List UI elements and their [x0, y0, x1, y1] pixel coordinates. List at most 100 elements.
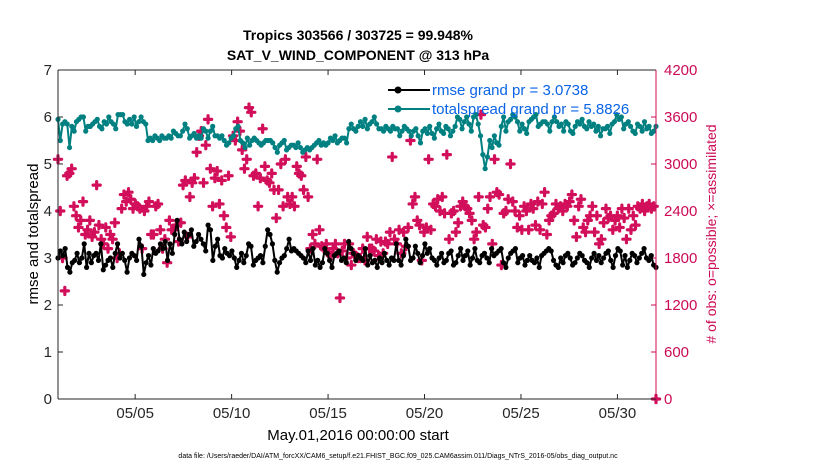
rmse-point [269, 241, 276, 247]
rmse-point [200, 241, 206, 247]
totalspread-point [466, 121, 472, 127]
totalspread-point [551, 114, 558, 120]
rmse-point [500, 260, 507, 266]
totalspread-point [374, 121, 380, 127]
totalspread-point [646, 123, 652, 129]
rmse-point [219, 255, 225, 261]
obs-count-point [493, 189, 505, 200]
rmse-point [114, 241, 121, 247]
rmse-point [489, 246, 495, 252]
totalspread-point [517, 128, 523, 134]
totalspread-point [422, 126, 428, 132]
rmse-point [524, 257, 530, 263]
obs-count-point [200, 140, 211, 151]
totalspread-point [498, 123, 504, 129]
rmse-point [236, 257, 242, 263]
rmse-point [262, 243, 268, 249]
obs-count-point [505, 158, 516, 170]
totalspread-point [297, 144, 304, 151]
rmse-point [455, 253, 461, 259]
rmse-point [550, 257, 557, 263]
totalspread-point [434, 126, 440, 132]
obs-count-point [507, 196, 518, 207]
rmse-point [574, 255, 580, 261]
obs-count-point [473, 191, 484, 203]
rmse-point [348, 246, 354, 252]
totalspread-point [156, 137, 163, 144]
totalspread-point [210, 123, 216, 129]
totalspread-point [450, 128, 456, 134]
totalspread-point [219, 133, 225, 139]
rmse-point [126, 255, 133, 261]
totalspread-point [464, 114, 470, 120]
rmse-point [391, 257, 397, 263]
rmse-point [503, 264, 509, 270]
obs-count-point [523, 224, 534, 235]
obs-count-point [571, 231, 582, 243]
totalspread-point [242, 144, 248, 151]
obs-count-point [264, 177, 275, 188]
totalspread-point [565, 121, 571, 127]
rmse-point [284, 246, 290, 252]
rmse-point [131, 253, 137, 259]
rmse-point [207, 227, 214, 233]
rmse-point [212, 243, 218, 249]
rmse-point [327, 257, 333, 263]
rmse-point [608, 257, 614, 263]
obs-count-point [573, 201, 584, 212]
rmse-point [384, 257, 390, 263]
rmse-point [229, 248, 235, 254]
totalspread-point [468, 128, 474, 134]
chart-title: Tropics 303566 / 303725 = 99.948% [243, 27, 474, 43]
totalspread-point [316, 137, 322, 144]
y-right-tick-label: 1800 [664, 250, 697, 267]
totalspread-point [143, 121, 149, 127]
obs-count-point [623, 203, 634, 214]
obs-count-point [250, 168, 262, 179]
rmse-point [300, 255, 306, 261]
totalspread-point [120, 112, 126, 118]
rmse-point [512, 246, 519, 252]
x-tick-label: 05/15 [309, 405, 347, 422]
obs-count-point [89, 226, 100, 238]
rmse-point [181, 229, 187, 235]
obs-count-point [102, 243, 114, 254]
x-tick-label: 05/20 [406, 405, 444, 422]
obs-count-point [509, 205, 521, 217]
totalspread-point [103, 121, 110, 127]
y-right-tick-label: 2400 [664, 203, 697, 220]
obs-count-point [109, 217, 121, 228]
obs-count-point [225, 231, 237, 243]
rmse-point [150, 246, 156, 252]
rmse-point [203, 248, 209, 254]
obs-count-point [482, 203, 493, 214]
obs-count-point [273, 184, 284, 196]
totalspread-point [394, 126, 401, 132]
rmse-point [319, 260, 326, 266]
obs-count-point [164, 215, 175, 226]
totalspread-point [168, 135, 174, 141]
totalspread-point [584, 126, 590, 132]
obs-count-point [548, 208, 559, 219]
totalspread-point [71, 128, 77, 134]
obs-count-point [464, 208, 475, 219]
rmse-point [117, 255, 123, 261]
obs-count-point [441, 149, 453, 160]
rmse-point [60, 253, 66, 259]
totalspread-point [480, 152, 486, 158]
rmse-point [198, 236, 204, 242]
rmse-point [267, 231, 273, 238]
rmse-point [148, 262, 154, 268]
obs-count-point [600, 203, 612, 214]
totalspread-point [558, 121, 564, 127]
obs-count-point [407, 198, 418, 210]
rmse-point [317, 264, 323, 270]
obs-count-point [618, 212, 630, 224]
y-tick-label: 4 [44, 203, 52, 220]
rmse-point [627, 257, 633, 263]
totalspread-point [355, 123, 361, 129]
totalspread-point [651, 128, 657, 134]
rmse-point [176, 236, 183, 242]
obs-count-point [387, 151, 398, 163]
rmse-point [472, 246, 478, 252]
